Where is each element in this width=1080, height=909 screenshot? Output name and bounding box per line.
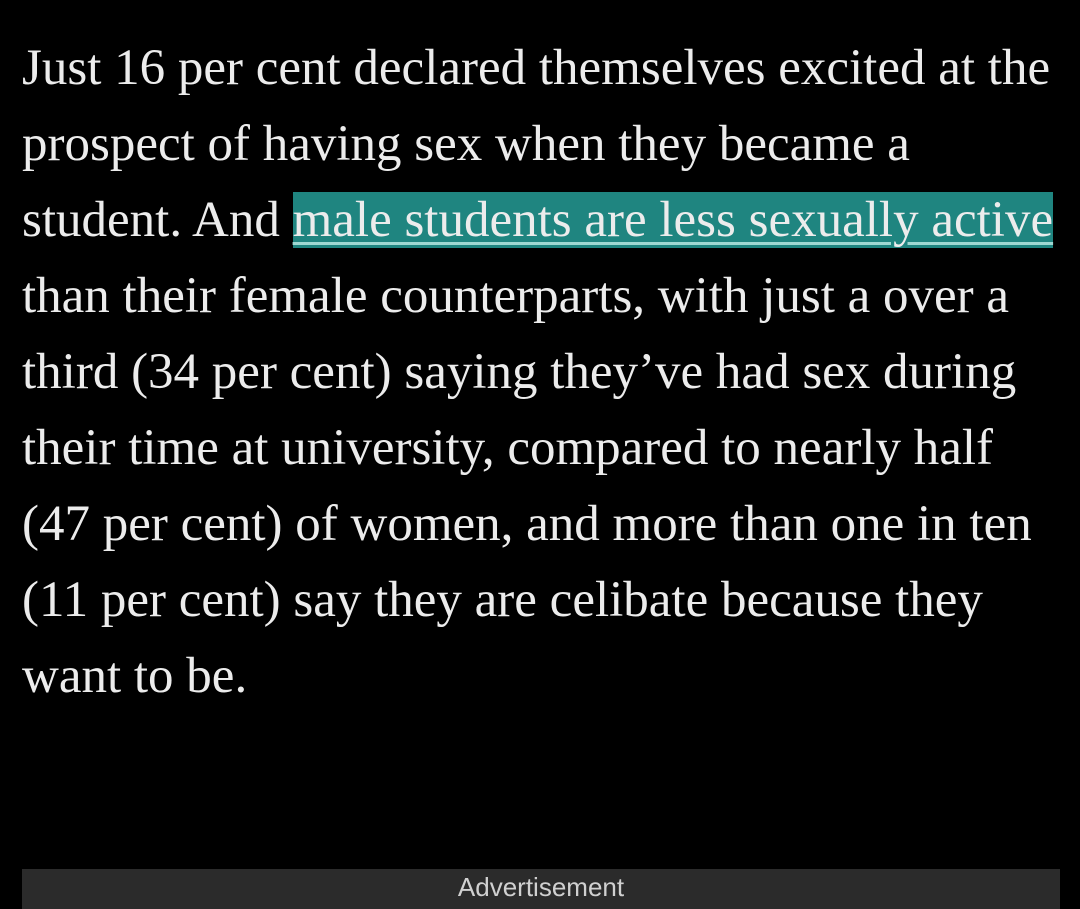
article-paragraph: Just 16 per cent declared themselves exc… — [22, 30, 1054, 714]
article-link[interactable]: male students are less sexually active — [292, 192, 1054, 248]
text: than their female counterparts, with jus… — [22, 268, 1032, 704]
advertisement-label: Advertisement — [22, 869, 1060, 909]
text: Just 16 per cent declared themselves exc… — [22, 40, 1051, 248]
